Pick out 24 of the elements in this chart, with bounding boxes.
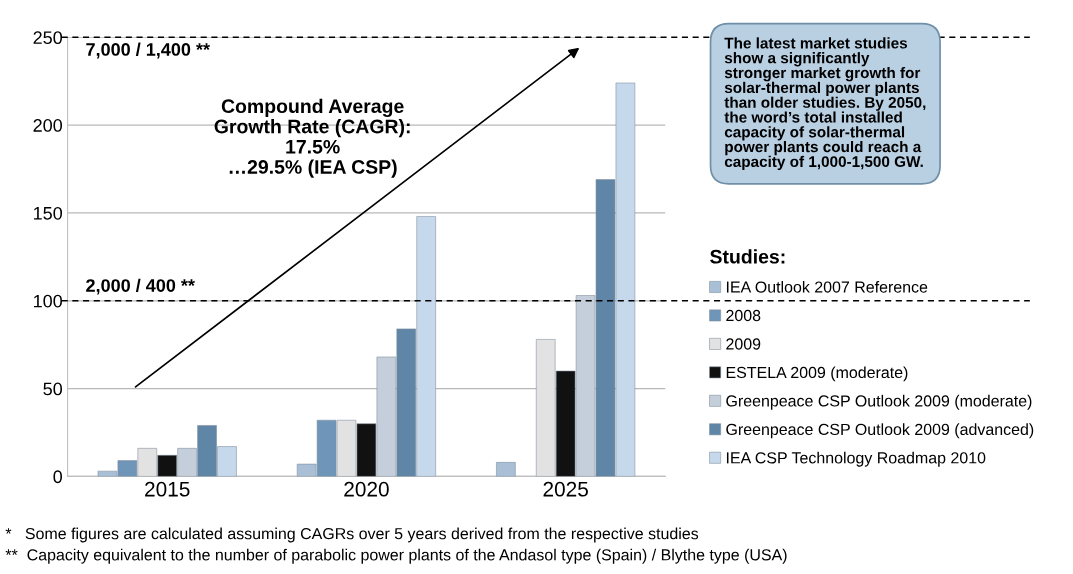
x-tick-label: 2020 bbox=[344, 481, 389, 497]
y-tick-label: 200 bbox=[33, 119, 63, 132]
x-tick-label: 2025 bbox=[543, 481, 588, 497]
bar bbox=[496, 462, 516, 477]
legend-label: IEA CSP Technology Roadmap 2010 bbox=[726, 451, 986, 467]
y-tick-label: 50 bbox=[43, 382, 63, 396]
y-tick-label: 150 bbox=[33, 206, 63, 220]
text: ** Capacity equivalent to the number of parabolic power plants of the Andasol type (Spain) / Blythe type (USA) bbox=[5, 548, 787, 564]
legend-label: ESTELA 2009 (moderate) bbox=[726, 366, 908, 382]
legend-label: 2009 bbox=[726, 338, 761, 350]
legend-label: 2008 bbox=[726, 309, 761, 322]
legend-label: Greenpeace CSP Outlook 2009 (advanced) bbox=[726, 423, 1034, 439]
legend-title: Studies: bbox=[710, 249, 785, 264]
text: The latest market studies show a significantly stronger market growth for solar-thermal power plants than older studies. By 2050, the word’s total installed capacity of solar-thermal power plants could reach a capacity of 1,000-1,500 GW. bbox=[724, 37, 926, 171]
annotation: 2,000 / 400 ** bbox=[86, 278, 195, 295]
y-tick-label: 250 bbox=[33, 31, 63, 45]
annotation: 7,000 / 1,400 ** bbox=[86, 42, 210, 59]
annotation: Compound Average Growth Rate (CAGR): 17.5% …29.5% (IEA CSP) bbox=[214, 98, 410, 178]
y-tick-label: 100 bbox=[33, 294, 63, 308]
y-tick-label: 0 bbox=[53, 470, 63, 484]
text: * Some figures are calculated assuming CAGRs over 5 years derived from the respective studies bbox=[5, 527, 699, 543]
legend-label: Greenpeace CSP Outlook 2009 (moderate) bbox=[726, 394, 1032, 410]
x-tick-label: 2015 bbox=[145, 481, 190, 497]
legend-label: IEA Outlook 2007 Reference bbox=[726, 280, 928, 293]
